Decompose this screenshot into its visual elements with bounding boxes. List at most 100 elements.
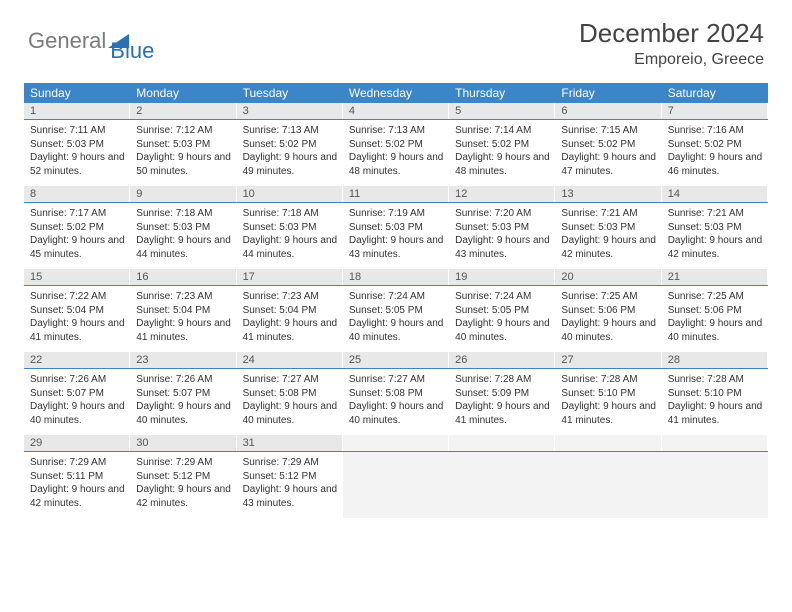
- sunset-line: Sunset: 5:12 PM: [136, 470, 232, 484]
- day-number: 8: [24, 186, 130, 202]
- sunrise-line: Sunrise: 7:22 AM: [30, 290, 126, 304]
- day-number: 13: [555, 186, 661, 202]
- daylight-line: Daylight: 9 hours and 40 minutes.: [455, 317, 551, 344]
- day-number: 4: [343, 103, 449, 119]
- sunset-line: Sunset: 5:03 PM: [349, 221, 445, 235]
- day-detail: Sunrise: 7:29 AMSunset: 5:12 PMDaylight:…: [237, 452, 343, 518]
- sunrise-line: Sunrise: 7:27 AM: [349, 373, 445, 387]
- day-number: 27: [555, 352, 661, 368]
- sunset-line: Sunset: 5:02 PM: [561, 138, 657, 152]
- day-header-sunday: Sunday: [24, 83, 130, 103]
- logo-text-general: General: [28, 28, 106, 54]
- daylight-line: Daylight: 9 hours and 45 minutes.: [30, 234, 126, 261]
- empty-day-number: [662, 435, 768, 451]
- day-number: 9: [130, 186, 236, 202]
- day-detail: Sunrise: 7:16 AMSunset: 5:02 PMDaylight:…: [662, 120, 768, 186]
- day-header-tuesday: Tuesday: [237, 83, 343, 103]
- sunset-line: Sunset: 5:03 PM: [455, 221, 551, 235]
- sunset-line: Sunset: 5:05 PM: [455, 304, 551, 318]
- sunrise-line: Sunrise: 7:19 AM: [349, 207, 445, 221]
- day-number: 25: [343, 352, 449, 368]
- sunset-line: Sunset: 5:03 PM: [243, 221, 339, 235]
- sunrise-line: Sunrise: 7:13 AM: [349, 124, 445, 138]
- sunset-line: Sunset: 5:02 PM: [30, 221, 126, 235]
- sunrise-line: Sunrise: 7:18 AM: [136, 207, 232, 221]
- day-detail: Sunrise: 7:24 AMSunset: 5:05 PMDaylight:…: [449, 286, 555, 352]
- day-detail: Sunrise: 7:27 AMSunset: 5:08 PMDaylight:…: [237, 369, 343, 435]
- day-number: 6: [555, 103, 661, 119]
- daylight-line: Daylight: 9 hours and 40 minutes.: [349, 400, 445, 427]
- day-number: 18: [343, 269, 449, 285]
- sunset-line: Sunset: 5:10 PM: [668, 387, 764, 401]
- sunset-line: Sunset: 5:03 PM: [561, 221, 657, 235]
- week-number-row: 891011121314: [24, 186, 768, 203]
- sunset-line: Sunset: 5:02 PM: [668, 138, 764, 152]
- day-detail: Sunrise: 7:28 AMSunset: 5:09 PMDaylight:…: [449, 369, 555, 435]
- logo: General Blue: [28, 18, 154, 64]
- sunrise-line: Sunrise: 7:26 AM: [30, 373, 126, 387]
- week-number-row: 15161718192021: [24, 269, 768, 286]
- sunrise-line: Sunrise: 7:20 AM: [455, 207, 551, 221]
- daylight-line: Daylight: 9 hours and 42 minutes.: [668, 234, 764, 261]
- daylight-line: Daylight: 9 hours and 41 minutes.: [455, 400, 551, 427]
- empty-day-number: [343, 435, 449, 451]
- sunset-line: Sunset: 5:03 PM: [30, 138, 126, 152]
- day-number: 24: [237, 352, 343, 368]
- day-number: 21: [662, 269, 768, 285]
- week-detail-row: Sunrise: 7:17 AMSunset: 5:02 PMDaylight:…: [24, 203, 768, 269]
- daylight-line: Daylight: 9 hours and 41 minutes.: [561, 400, 657, 427]
- empty-day-number: [555, 435, 661, 451]
- daylight-line: Daylight: 9 hours and 48 minutes.: [455, 151, 551, 178]
- day-number: 23: [130, 352, 236, 368]
- week-detail-row: Sunrise: 7:29 AMSunset: 5:11 PMDaylight:…: [24, 452, 768, 518]
- day-number: 5: [449, 103, 555, 119]
- daylight-line: Daylight: 9 hours and 43 minutes.: [455, 234, 551, 261]
- day-detail: Sunrise: 7:26 AMSunset: 5:07 PMDaylight:…: [24, 369, 130, 435]
- title-block: December 2024 Emporeio, Greece: [579, 18, 764, 69]
- sunrise-line: Sunrise: 7:29 AM: [30, 456, 126, 470]
- day-header-saturday: Saturday: [662, 83, 768, 103]
- sunset-line: Sunset: 5:11 PM: [30, 470, 126, 484]
- week-number-row: 1234567: [24, 103, 768, 120]
- daylight-line: Daylight: 9 hours and 40 minutes.: [30, 400, 126, 427]
- sunset-line: Sunset: 5:10 PM: [561, 387, 657, 401]
- location: Emporeio, Greece: [579, 51, 764, 69]
- sunrise-line: Sunrise: 7:24 AM: [349, 290, 445, 304]
- daylight-line: Daylight: 9 hours and 46 minutes.: [668, 151, 764, 178]
- day-header-row: SundayMondayTuesdayWednesdayThursdayFrid…: [24, 83, 768, 103]
- week-detail-row: Sunrise: 7:11 AMSunset: 5:03 PMDaylight:…: [24, 120, 768, 186]
- day-detail: Sunrise: 7:28 AMSunset: 5:10 PMDaylight:…: [555, 369, 661, 435]
- daylight-line: Daylight: 9 hours and 50 minutes.: [136, 151, 232, 178]
- sunset-line: Sunset: 5:05 PM: [349, 304, 445, 318]
- daylight-line: Daylight: 9 hours and 44 minutes.: [243, 234, 339, 261]
- month-title: December 2024: [579, 18, 764, 49]
- sunrise-line: Sunrise: 7:14 AM: [455, 124, 551, 138]
- sunset-line: Sunset: 5:02 PM: [243, 138, 339, 152]
- day-number: 20: [555, 269, 661, 285]
- sunrise-line: Sunrise: 7:26 AM: [136, 373, 232, 387]
- sunrise-line: Sunrise: 7:23 AM: [243, 290, 339, 304]
- sunrise-line: Sunrise: 7:29 AM: [243, 456, 339, 470]
- logo-text-blue: Blue: [110, 38, 154, 64]
- day-number: 3: [237, 103, 343, 119]
- day-detail: Sunrise: 7:25 AMSunset: 5:06 PMDaylight:…: [555, 286, 661, 352]
- day-number: 28: [662, 352, 768, 368]
- day-detail: Sunrise: 7:23 AMSunset: 5:04 PMDaylight:…: [237, 286, 343, 352]
- day-detail: Sunrise: 7:13 AMSunset: 5:02 PMDaylight:…: [237, 120, 343, 186]
- day-number: 16: [130, 269, 236, 285]
- day-detail: Sunrise: 7:22 AMSunset: 5:04 PMDaylight:…: [24, 286, 130, 352]
- week-detail-row: Sunrise: 7:22 AMSunset: 5:04 PMDaylight:…: [24, 286, 768, 352]
- day-detail: Sunrise: 7:14 AMSunset: 5:02 PMDaylight:…: [449, 120, 555, 186]
- day-number: 2: [130, 103, 236, 119]
- day-header-thursday: Thursday: [449, 83, 555, 103]
- day-detail: Sunrise: 7:25 AMSunset: 5:06 PMDaylight:…: [662, 286, 768, 352]
- sunset-line: Sunset: 5:07 PM: [136, 387, 232, 401]
- sunset-line: Sunset: 5:03 PM: [136, 138, 232, 152]
- day-detail: Sunrise: 7:18 AMSunset: 5:03 PMDaylight:…: [130, 203, 236, 269]
- day-number: 15: [24, 269, 130, 285]
- day-detail: Sunrise: 7:29 AMSunset: 5:11 PMDaylight:…: [24, 452, 130, 518]
- week-number-row: 22232425262728: [24, 352, 768, 369]
- day-detail: Sunrise: 7:13 AMSunset: 5:02 PMDaylight:…: [343, 120, 449, 186]
- daylight-line: Daylight: 9 hours and 43 minutes.: [349, 234, 445, 261]
- day-number: 19: [449, 269, 555, 285]
